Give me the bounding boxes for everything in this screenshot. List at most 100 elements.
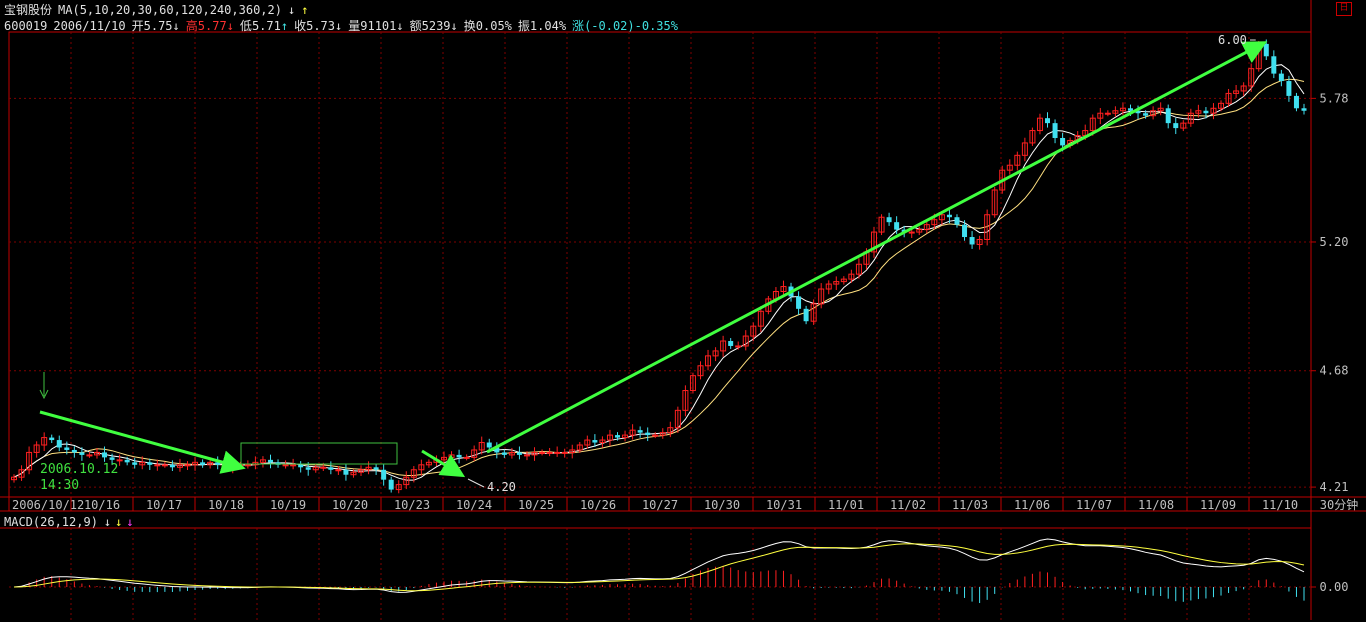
price-tick-label: 4.21 bbox=[1320, 480, 1349, 494]
candle-body bbox=[267, 459, 273, 463]
candle-body bbox=[742, 335, 749, 347]
candle bbox=[667, 421, 674, 438]
candle-body bbox=[592, 440, 598, 443]
candle bbox=[1278, 69, 1284, 87]
candle-body bbox=[1052, 123, 1058, 138]
downtrend-arrow bbox=[39, 410, 246, 474]
arrow-down-icon: ↓ bbox=[287, 3, 296, 17]
candle-body bbox=[410, 469, 417, 478]
candle-body bbox=[124, 459, 130, 463]
candle bbox=[576, 442, 583, 453]
date-tick-label: 10/27 bbox=[642, 498, 678, 512]
candle-body bbox=[659, 432, 666, 436]
chart-header-line1: 宝钢股份 MA(5,10,20,30,60,120,240,360,2) ↓ ↑ bbox=[4, 2, 314, 18]
candle-body bbox=[486, 442, 492, 448]
low-label: 低 bbox=[239, 19, 252, 33]
candle bbox=[984, 209, 991, 246]
candle bbox=[494, 442, 500, 459]
open-label: 开 bbox=[131, 19, 144, 33]
candle-body bbox=[886, 217, 892, 223]
date-tick-label: 10/30 bbox=[704, 498, 740, 512]
candle-body bbox=[878, 216, 885, 233]
candle bbox=[1286, 75, 1292, 102]
candle bbox=[750, 322, 757, 342]
candle-body bbox=[697, 365, 704, 377]
candle-body bbox=[1006, 164, 1013, 171]
high-value: 5.77 bbox=[197, 19, 227, 33]
date-annotation: 2006.10.12 bbox=[40, 462, 118, 477]
candle-body bbox=[645, 432, 651, 436]
candle bbox=[200, 459, 206, 468]
candle-body bbox=[282, 464, 289, 467]
candle bbox=[49, 434, 55, 444]
restore-window-icon[interactable]: 日 bbox=[1336, 2, 1352, 16]
candle bbox=[1143, 110, 1149, 119]
candle-body bbox=[622, 434, 629, 439]
candle bbox=[388, 476, 394, 493]
candle-body bbox=[516, 452, 522, 455]
candle-body bbox=[1045, 118, 1051, 124]
candle bbox=[645, 427, 651, 442]
candle-body bbox=[49, 437, 55, 441]
candle bbox=[1157, 102, 1164, 116]
candle-body bbox=[969, 237, 975, 245]
candle bbox=[1045, 112, 1051, 128]
candle bbox=[554, 446, 561, 457]
low-price-annotation: 4.20 bbox=[487, 480, 516, 494]
candle-body bbox=[606, 434, 613, 441]
candle-body bbox=[1135, 110, 1141, 114]
candle bbox=[358, 465, 365, 476]
arrow-down-icon: ↓ bbox=[103, 515, 112, 529]
candle-body bbox=[215, 462, 221, 465]
candle-body bbox=[71, 449, 77, 453]
candle-body bbox=[946, 214, 952, 218]
candle bbox=[1195, 104, 1202, 118]
candle-body bbox=[1271, 56, 1277, 74]
candle bbox=[1173, 117, 1179, 135]
candle-body bbox=[1089, 117, 1096, 132]
amplitude-label: 振 bbox=[517, 19, 530, 33]
candle bbox=[622, 430, 629, 442]
candle-body bbox=[1301, 108, 1307, 111]
candle-body bbox=[1218, 102, 1225, 109]
candle bbox=[501, 449, 507, 458]
candle bbox=[855, 258, 862, 279]
candle-body bbox=[1104, 112, 1111, 115]
candle-body bbox=[652, 434, 659, 437]
amount-value: 5239 bbox=[421, 19, 451, 33]
candle bbox=[516, 446, 522, 460]
candle bbox=[124, 456, 130, 466]
candle bbox=[584, 435, 591, 449]
candle bbox=[705, 349, 712, 371]
candle-body bbox=[456, 454, 462, 458]
candle bbox=[976, 235, 983, 250]
stock-code: 600019 bbox=[4, 19, 48, 33]
candle bbox=[569, 444, 576, 459]
candle bbox=[728, 338, 734, 349]
arrow-down-icon: ↓ bbox=[226, 19, 234, 33]
candle-body bbox=[343, 469, 349, 475]
candle-body bbox=[750, 325, 757, 337]
price-tick-label: 4.68 bbox=[1320, 364, 1349, 378]
candle-body bbox=[320, 466, 327, 469]
candle bbox=[818, 283, 825, 309]
candle-body bbox=[305, 467, 311, 470]
candle bbox=[350, 469, 357, 478]
candle bbox=[954, 214, 960, 228]
candle bbox=[991, 187, 998, 218]
stock-name: 宝钢股份 bbox=[4, 3, 53, 17]
candle bbox=[1263, 39, 1269, 60]
candle bbox=[682, 385, 689, 417]
candle bbox=[373, 463, 379, 475]
arrow-up-icon: ↑ bbox=[301, 3, 309, 17]
macd-header: MACD(26,12,9) ↓ ↓ ↓ bbox=[4, 514, 140, 530]
ma-spec: MA(5,10,20,30,60,120,240,360,2) bbox=[58, 3, 282, 17]
close-label: 收 bbox=[294, 19, 307, 33]
candle-body bbox=[463, 456, 470, 459]
candle-body bbox=[494, 447, 500, 453]
candle bbox=[1240, 82, 1247, 97]
candle bbox=[1104, 110, 1111, 117]
candle-body bbox=[894, 222, 900, 230]
dip-arrow bbox=[421, 449, 466, 478]
